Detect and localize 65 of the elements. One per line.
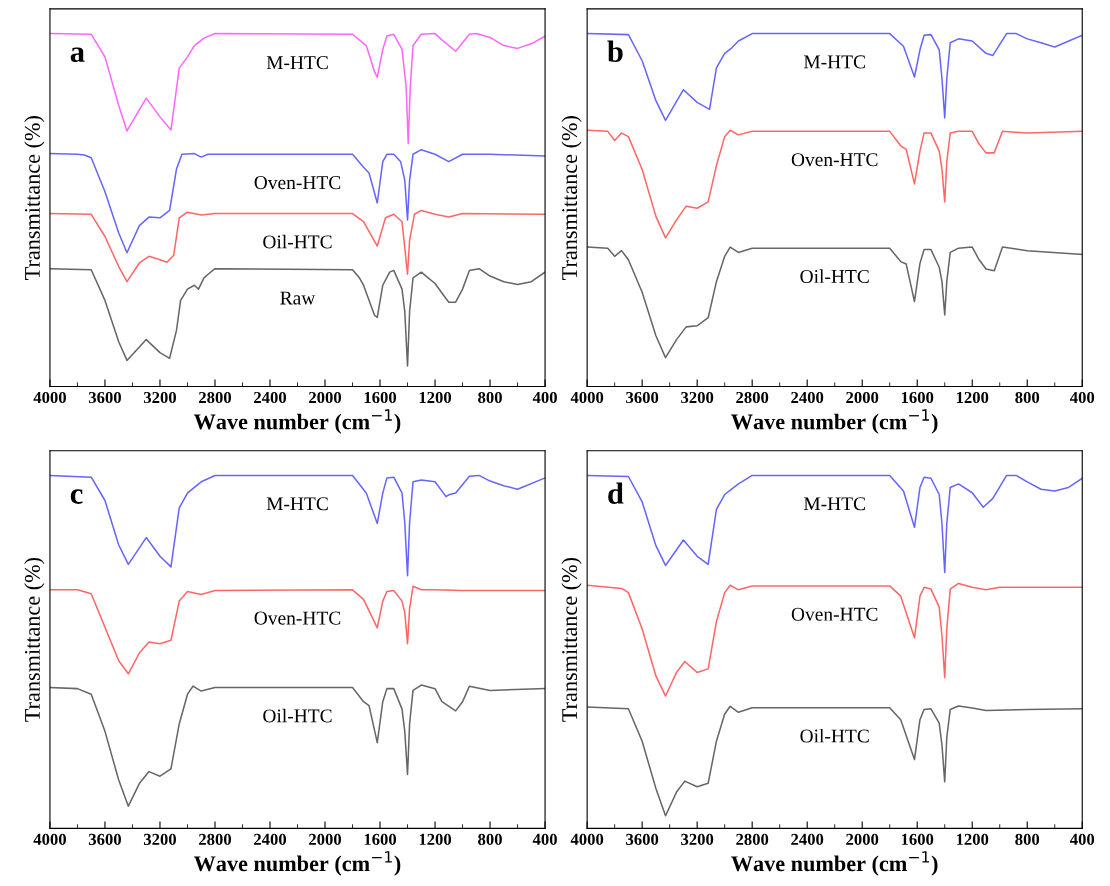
series-label: M-HTC — [266, 56, 328, 70]
series-label: Oven-HTC — [791, 153, 878, 167]
y-axis-title: Transmittance (%) — [24, 116, 45, 280]
x-tick-label: 800 — [1015, 833, 1040, 845]
x-tick-label: 1200 — [956, 833, 989, 845]
series-label: Oven-HTC — [254, 611, 341, 625]
x-tick-label: 2400 — [791, 833, 824, 845]
x-tick-label: 2400 — [254, 391, 287, 404]
x-tick-label: 800 — [478, 391, 502, 404]
x-tick-label: 800 — [1015, 391, 1040, 404]
x-tick-label: 3600 — [88, 833, 121, 845]
x-tick-label: 2800 — [199, 391, 232, 404]
x-tick-label: 400 — [532, 833, 557, 845]
x-tick-label: 2800 — [199, 833, 232, 845]
x-tick-label: 2400 — [254, 833, 287, 845]
x-tick-label: 400 — [532, 391, 557, 404]
series-label: Oven-HTC — [791, 607, 878, 621]
x-tick-label: 1600 — [901, 833, 934, 845]
annotation: c — [70, 489, 83, 504]
x-tick-label: 400 — [1069, 391, 1095, 404]
x-tick-label: 2000 — [309, 391, 342, 404]
series-label: M-HTC — [266, 497, 328, 511]
series-label: M-HTC — [803, 55, 865, 69]
x-tick-label: 1600 — [364, 833, 397, 845]
x-tick-label: 2000 — [846, 833, 879, 845]
series-label: Raw — [280, 291, 316, 305]
y-axis-title: Transmittance (%) — [561, 116, 582, 280]
x-tick-label: 3200 — [143, 391, 177, 404]
x-tick-label: 3600 — [626, 833, 659, 845]
x-tick-label: 1200 — [419, 391, 452, 404]
x-tick-label: 1200 — [419, 833, 452, 845]
x-tick-label: 2400 — [791, 391, 824, 404]
x-tick-label: 4000 — [33, 833, 66, 845]
x-axis-title: Wave number (cm$^{−1}$) — [731, 409, 938, 434]
x-tick-label: 1200 — [956, 391, 989, 404]
x-tick-label: 400 — [1069, 833, 1095, 845]
x-tick-label: 4000 — [33, 391, 66, 404]
x-tick-label: 4000 — [570, 391, 604, 404]
x-tick-label: 2000 — [309, 833, 342, 845]
annotation: a — [70, 47, 85, 63]
x-tick-label: 2800 — [736, 833, 769, 845]
series-label: Oil-HTC — [800, 728, 869, 743]
x-tick-label: 2000 — [846, 391, 879, 404]
x-tick-label: 3200 — [143, 833, 177, 845]
annotation: d — [608, 482, 624, 504]
x-axis-title: Wave number (cm$^{−1}$) — [193, 409, 401, 434]
x-tick-label: 3600 — [626, 391, 659, 404]
annotation: b — [607, 40, 623, 63]
x-tick-label: 800 — [478, 833, 502, 845]
x-tick-label: 3600 — [88, 391, 121, 404]
series-label: Oven-HTC — [254, 176, 341, 190]
x-tick-label: 3200 — [681, 391, 714, 404]
series-label: Oil-HTC — [263, 708, 332, 723]
series-label: Oil-HTC — [800, 269, 869, 284]
y-axis-title: Transmittance (%) — [24, 557, 45, 722]
series-label: M-HTC — [803, 497, 865, 511]
x-tick-label: 1600 — [901, 391, 934, 404]
x-tick-label: 1600 — [364, 391, 397, 404]
x-tick-label: 4000 — [570, 833, 604, 845]
x-tick-label: 2800 — [736, 391, 769, 404]
series-label: Oil-HTC — [263, 234, 332, 249]
x-axis-title: Wave number (cm$^{−1}$) — [731, 851, 938, 876]
x-tick-label: 3200 — [681, 833, 714, 845]
y-axis-title: Transmittance (%) — [561, 557, 582, 722]
x-axis-title: Wave number (cm$^{−1}$) — [193, 851, 401, 876]
